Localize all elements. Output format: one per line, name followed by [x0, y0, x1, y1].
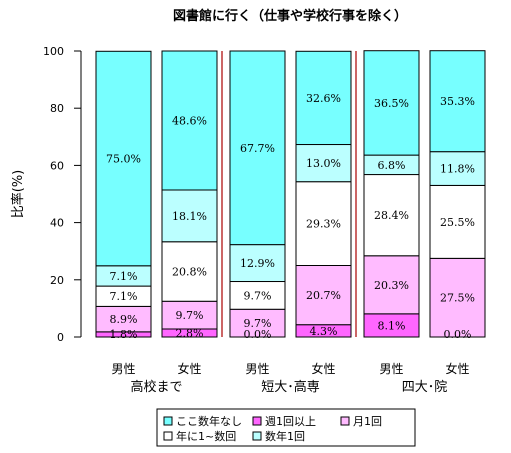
- legend-swatch: [340, 416, 350, 426]
- legend-swatch: [163, 416, 173, 426]
- bar-segment: [161, 189, 218, 243]
- x-category-label: 男性: [111, 362, 135, 376]
- data-label: 25.5%: [440, 216, 475, 229]
- legend-item: 年に1~数回: [163, 429, 236, 443]
- group-separators: [221, 51, 357, 337]
- bar-segment: [229, 308, 286, 338]
- bar-segment: [229, 50, 286, 246]
- bar-segment: [363, 50, 420, 156]
- bar-stack: 4.3% 20.7% 29.3% 13.0% 32.6%: [295, 50, 352, 338]
- data-label: 20.3%: [374, 279, 409, 292]
- y-tick-label: 40: [50, 217, 64, 230]
- x-category-label: 男性: [379, 362, 403, 376]
- data-label: 13.0%: [306, 157, 341, 170]
- data-label: 1.8%: [110, 328, 138, 341]
- data-label: 6.8%: [378, 159, 406, 172]
- data-label: 11.8%: [440, 163, 475, 176]
- legend-label: 週1回以上: [265, 415, 316, 428]
- y-axis: 0 20 40 60 80 100: [43, 45, 82, 344]
- bar-segment: [363, 255, 420, 315]
- legend-label: 数年1回: [265, 429, 305, 443]
- legend-item: 月1回: [340, 415, 382, 428]
- data-label: 0.0%: [244, 328, 272, 341]
- x-group-label: 高校まで: [130, 379, 182, 395]
- data-label: 29.3%: [306, 218, 341, 231]
- bar-stack: 0.0% 27.5% 25.5% 11.8% 35.3%: [429, 50, 486, 341]
- bar-segment: [161, 50, 218, 191]
- data-label: 18.1%: [172, 210, 207, 223]
- legend-item: ここ数年なし: [163, 414, 242, 428]
- bar-segment: [161, 241, 218, 302]
- y-tick-label: 60: [50, 159, 64, 172]
- data-label: 20.7%: [306, 289, 341, 302]
- legend-item: 数年1回: [252, 429, 305, 443]
- x-group-label: 四大･院: [402, 380, 448, 395]
- legend-item: 週1回以上: [252, 415, 316, 428]
- bar-segment: [429, 151, 486, 186]
- y-axis-label: 比率(%): [10, 170, 26, 219]
- y-tick-label: 20: [50, 274, 64, 287]
- x-category-label: 男性: [245, 362, 269, 376]
- bar-stack: 2.8% 9.7% 20.8% 18.1% 48.6%: [161, 50, 218, 340]
- data-label: 67.7%: [240, 142, 275, 155]
- bars: 1.8% 8.9% 7.1% 7.1% 75.0% 2.8% 9.7% 20.8% 18.1% 4…: [95, 50, 486, 341]
- data-label: 28.4%: [374, 209, 409, 222]
- data-label: 7.1%: [110, 290, 138, 303]
- data-label: 4.3%: [310, 325, 338, 338]
- data-label: 35.3%: [440, 95, 475, 108]
- bar-segment: [363, 174, 420, 257]
- data-label: 27.5%: [440, 292, 475, 305]
- y-tick-label: 100: [43, 45, 64, 58]
- data-label: 7.1%: [110, 270, 138, 283]
- legend-swatch: [252, 416, 262, 426]
- chart-title: 図書館に行く（仕事や学校行事を除く）: [173, 8, 407, 24]
- data-label: 0.0%: [444, 328, 472, 341]
- data-label: 2.8%: [176, 327, 204, 340]
- y-tick-label: 0: [57, 331, 64, 344]
- legend-label: 年に1~数回: [176, 429, 236, 443]
- legend-swatch: [163, 431, 173, 441]
- x-category-label: 女性: [311, 361, 335, 376]
- data-label: 9.7%: [176, 309, 204, 322]
- legend-label: 月1回: [353, 415, 382, 428]
- data-label: 20.8%: [172, 266, 207, 279]
- legend-label: ここ数年なし: [176, 414, 242, 428]
- bar-stack: 8.1% 20.3% 28.4% 6.8% 36.5%: [363, 50, 420, 338]
- data-label: 36.5%: [374, 97, 409, 110]
- bar-segment: [95, 50, 152, 267]
- data-label: 8.9%: [110, 313, 138, 326]
- data-label: 48.6%: [172, 114, 207, 127]
- y-tick-label: 80: [50, 102, 64, 115]
- bar-segment: [229, 244, 286, 283]
- x-category-label: 女性: [177, 361, 201, 376]
- data-label: 9.7%: [244, 317, 272, 330]
- bar-segment: [295, 50, 352, 146]
- bar-stack: 1.8% 8.9% 7.1% 7.1% 75.0%: [95, 50, 152, 341]
- bar-stack: 0.0%9.7%9.7%12.9%67.7%: [229, 50, 286, 341]
- bar-segment: [429, 50, 486, 153]
- data-label: 12.9%: [240, 257, 275, 270]
- legend-box: [156, 408, 416, 447]
- x-category-label: 女性: [445, 361, 469, 376]
- legend-swatch: [252, 431, 262, 441]
- data-label: 32.6%: [306, 92, 341, 105]
- data-label: 9.7%: [244, 289, 272, 302]
- x-group-label: 短大･高専: [261, 379, 320, 395]
- data-label: 75.0%: [106, 153, 141, 166]
- data-label: 8.1%: [378, 319, 406, 332]
